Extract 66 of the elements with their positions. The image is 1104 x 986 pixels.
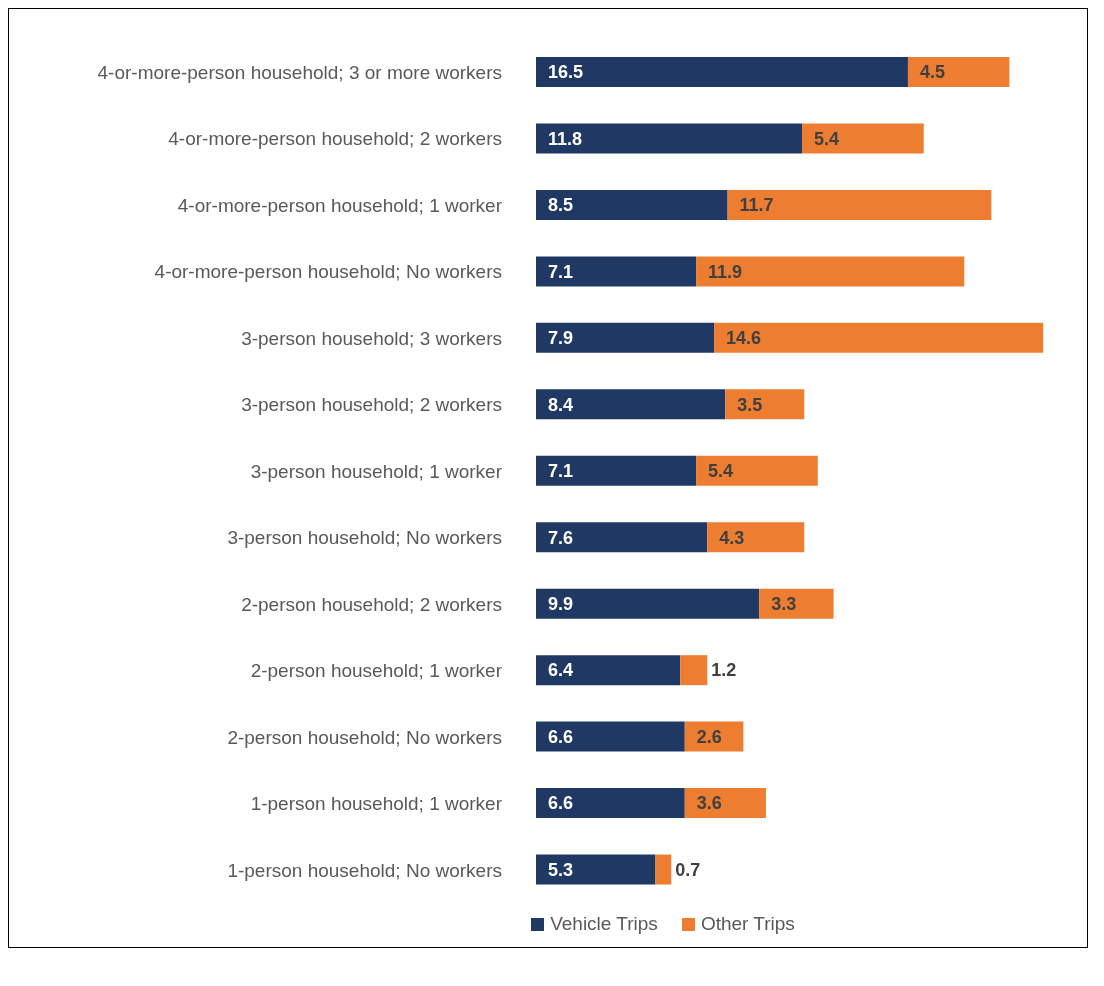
data-label: 11.9: [708, 261, 743, 282]
data-label: 11.7: [739, 195, 774, 216]
data-label: 16.5: [548, 62, 584, 83]
data-label: 7.6: [548, 527, 574, 548]
data-label: 3.5: [737, 394, 763, 415]
bar: [680, 655, 708, 686]
y-tick-label: 3-person household; No workers: [227, 527, 502, 549]
data-label: 6.4: [548, 660, 574, 681]
y-tick-label: 1-person household; 1 worker: [250, 793, 503, 815]
data-label: 1.2: [711, 660, 737, 681]
data-label: 3.3: [771, 593, 797, 614]
data-label: 9.9: [548, 593, 574, 614]
data-label: 4.5: [919, 62, 945, 83]
bar: [801, 123, 924, 154]
data-label: 5.4: [813, 128, 840, 149]
data-label: 5.3: [548, 859, 574, 880]
bar: [536, 57, 908, 87]
y-tick-label: 4-or-more-person household; No workers: [154, 261, 502, 283]
bar: [707, 522, 805, 553]
bar: [536, 389, 726, 420]
y-tick-label: 1-person household; No workers: [227, 859, 502, 881]
bar: [907, 57, 1010, 87]
legend-label: Vehicle Trips: [549, 913, 658, 935]
bar: [696, 256, 965, 287]
legend-label: Other Trips: [699, 913, 795, 935]
y-tick-label: 4-or-more-person household; 2 workers: [168, 128, 502, 150]
bar: [536, 256, 697, 287]
bar: [655, 854, 672, 885]
bar: [536, 455, 697, 486]
y-tick-label: 3-person household; 2 workers: [241, 394, 502, 416]
data-label: 3.6: [696, 793, 722, 814]
data-label: 6.6: [548, 793, 574, 814]
y-tick-label: 3-person household; 1 worker: [250, 460, 503, 482]
bar: [684, 788, 766, 819]
bar: [696, 455, 818, 486]
data-label: 7.1: [548, 261, 574, 282]
data-label: 8.4: [548, 394, 574, 415]
bar: [536, 322, 715, 353]
y-tick-label: 3-person household; 3 workers: [241, 327, 502, 349]
data-label: 2.6: [696, 726, 722, 747]
data-label: 7.9: [548, 328, 574, 349]
data-label: 11.8: [548, 128, 583, 149]
data-label: 0.7: [675, 859, 701, 880]
bar: [536, 788, 685, 819]
bar: [759, 588, 834, 619]
y-tick-label: 4-or-more-person household; 3 or more workers: [97, 61, 502, 83]
data-label: 7.1: [548, 461, 574, 482]
bar: [536, 522, 708, 553]
data-label: 4.3: [719, 527, 745, 548]
data-label: 5.4: [708, 461, 734, 482]
bar: [536, 588, 760, 619]
bar: [714, 322, 1044, 353]
bar: [536, 721, 685, 752]
bar: [727, 189, 992, 220]
y-tick-label: 2-person household; 1 worker: [250, 660, 503, 682]
bar: [725, 389, 805, 420]
y-tick-label: 2-person household; No workers: [227, 726, 502, 748]
bar: [536, 189, 728, 220]
bar: [536, 655, 681, 686]
bar: [536, 854, 656, 885]
data-label: 6.6: [548, 726, 574, 747]
data-label: 8.5: [548, 195, 574, 216]
data-label: 14.6: [726, 328, 762, 349]
y-tick-label: 2-person household; 2 workers: [241, 593, 502, 615]
y-tick-label: 4-or-more-person household; 1 worker: [177, 194, 503, 216]
bar: [536, 123, 802, 154]
